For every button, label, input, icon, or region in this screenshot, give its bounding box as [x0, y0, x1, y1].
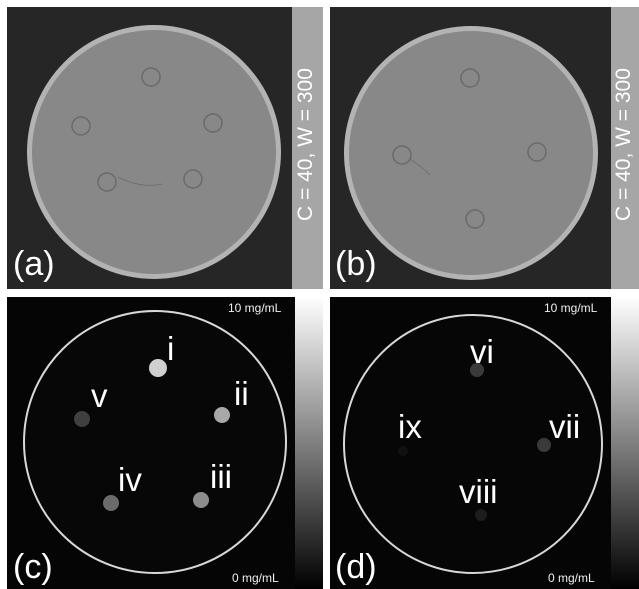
scale-max-c: 10 mg/mL [228, 301, 282, 315]
insert-label-vii: vii [549, 408, 581, 445]
phantom-b-image [344, 26, 598, 280]
phantom-a-image [27, 25, 281, 279]
insert-label-i: i [167, 330, 175, 367]
window-bar-a [292, 7, 323, 289]
insert-label-ii: ii [234, 375, 249, 412]
insert-label-ix: ix [398, 408, 422, 445]
window-setting-a: C = 40, W = 300 [294, 68, 317, 221]
concentration-scale-c [295, 297, 323, 589]
panel-b: (b) C = 40, W = 300 [330, 7, 639, 289]
concentration-map-c [23, 297, 323, 589]
insert-label-viii: viii [459, 473, 498, 510]
panel-a-label: (a) [13, 245, 55, 283]
insert-label-vi: vi [470, 333, 494, 370]
window-setting-b: C = 40, W = 300 [612, 68, 635, 221]
scale-max-d: 10 mg/mL [544, 301, 598, 315]
panel-a: (a) C = 40, W = 300 [7, 7, 323, 289]
panel-d-label: (d) [335, 548, 377, 586]
window-bar-b [611, 7, 639, 289]
panel-c: i ii iii iv v 10 mg/mL 0 mg/mL (c) [7, 297, 323, 589]
scale-min-d: 0 mg/mL [548, 571, 595, 585]
concentration-scale-d [611, 297, 639, 589]
panel-c-label: (c) [13, 548, 53, 586]
insert-label-v: v [91, 377, 108, 414]
panel-d: vi vii viii ix 10 mg/mL 0 mg/mL (d) [330, 297, 639, 589]
scale-min-c: 0 mg/mL [232, 571, 279, 585]
concentration-map-d [343, 297, 639, 589]
insert-label-iv: iv [118, 461, 142, 498]
insert-label-iii: iii [210, 458, 232, 495]
panel-b-label: (b) [335, 245, 377, 283]
